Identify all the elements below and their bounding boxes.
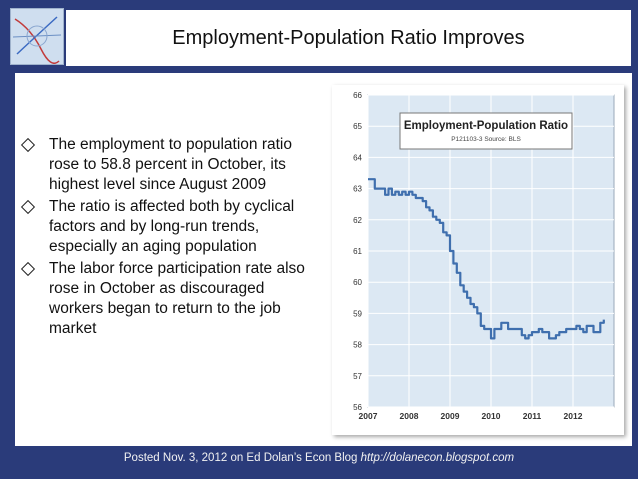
y-tick-label: 66 [353,91,362,100]
chart-subtitle: P121103-3 Source: BLS [451,136,521,143]
chart-title-box [399,112,573,150]
y-tick-label: 64 [353,153,362,162]
slide-title: Employment-Population Ratio Improves [172,26,525,49]
x-tick-label: 2011 [523,411,542,421]
footer-url[interactable]: http://dolanecon.blogspot.com [360,452,515,464]
title-bar: Employment-Population Ratio Improves [66,10,631,66]
bullet-text: The labor force participation rate also … [49,260,305,337]
x-tick-label: 2007 [359,411,378,421]
bullet-list: The employment to population ratio rose … [19,135,319,341]
y-tick-label: 60 [353,278,362,287]
diamond-bullet-icon [20,137,36,153]
y-tick-label: 62 [353,216,362,225]
bullet-item: The ratio is affected both by cyclical f… [19,197,319,257]
x-tick-label: 2008 [400,411,419,421]
bullet-item: The employment to population ratio rose … [19,135,319,195]
x-tick-label: 2009 [441,411,460,421]
diamond-bullet-icon [20,261,36,277]
bullet-text: The employment to population ratio rose … [49,136,292,193]
footer-text: Posted Nov. 3, 2012 on Ed Dolan’s Econ B… [123,452,361,464]
x-tick-label: 2010 [482,411,501,421]
y-tick-label: 58 [353,341,362,350]
footer: Posted Nov. 3, 2012 on Ed Dolan’s Econ B… [0,452,638,464]
content-panel: The employment to population ratio rose … [15,73,632,446]
y-tick-label: 61 [353,247,362,256]
series-line [368,178,605,340]
bullet-item: The labor force participation rate also … [19,259,319,339]
y-tick-label: 63 [353,185,362,194]
chart-title: Employment-Population Ratio [404,120,568,132]
blog-logo [10,8,64,65]
employment-ratio-chart: 56 57 58 59 60 61 62 63 64 65 66 2007 2008 2009 2010 20… [353,91,615,421]
x-tick-label: 2012 [564,411,583,421]
y-tick-label: 57 [353,372,362,381]
chart-frame: 56 57 58 59 60 61 62 63 64 65 66 2007 2008 2009 2010 20… [332,85,624,435]
y-tick-label: 56 [353,403,362,412]
y-tick-label: 59 [353,309,362,318]
map-logo-icon [11,9,63,64]
y-tick-label: 65 [353,122,362,131]
diamond-bullet-icon [20,199,36,215]
bullet-text: The ratio is affected both by cyclical f… [49,198,295,255]
